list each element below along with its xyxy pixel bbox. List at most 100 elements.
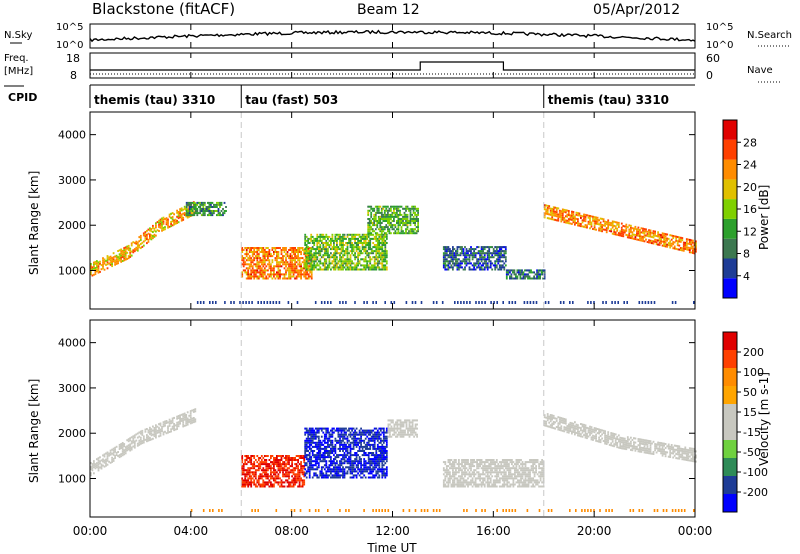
scatter-cell: [370, 266, 373, 269]
scatter-cell: [331, 443, 334, 446]
scatter-cell: [457, 301, 459, 304]
scatter-cell: [682, 245, 685, 248]
scatter-cell: [445, 260, 448, 263]
scatter-cell: [397, 205, 400, 208]
scatter-cell: [260, 455, 263, 457]
scatter-cell: [270, 481, 272, 484]
scatter-cell: [233, 301, 235, 304]
scatter-cell: [189, 422, 192, 425]
scatter-cell: [628, 228, 631, 231]
scatter-cell: [294, 479, 296, 482]
scatter-cell: [96, 260, 98, 263]
scatter-cell: [371, 207, 374, 210]
scatter-cell: [348, 439, 350, 442]
scatter-cell: [373, 237, 376, 240]
scatter-cell: [620, 222, 623, 225]
scatter-cell: [382, 215, 385, 218]
scatter-cell: [310, 237, 313, 240]
scatter-cell: [372, 460, 375, 463]
scatter-cell: [97, 463, 100, 466]
scatter-cell: [685, 246, 688, 249]
scatter-cell: [155, 430, 157, 433]
scatter-cell: [316, 429, 319, 432]
scatter-cell: [346, 258, 349, 261]
scatter-cell: [361, 464, 364, 467]
scatter-cell: [316, 452, 319, 454]
scatter-cell: [114, 261, 116, 264]
scatter-cell: [381, 260, 384, 263]
scatter-cell: [301, 257, 304, 260]
scatter-cell: [297, 459, 299, 461]
scatter-cell: [270, 269, 272, 272]
scatter-cell: [257, 275, 260, 278]
scatter-cell: [405, 218, 407, 220]
scatter-cell: [330, 239, 332, 242]
scatter-cell: [323, 250, 326, 253]
scatter-cell: [274, 277, 277, 280]
scatter-cell: [661, 240, 664, 243]
scatter-cell: [132, 249, 135, 252]
scatter-cell: [328, 439, 331, 442]
scatter-cell: [279, 273, 281, 276]
scatter-cell: [342, 248, 344, 251]
scatter-cell: [177, 213, 180, 215]
scatter-cell: [307, 431, 310, 434]
scatter-cell: [473, 248, 475, 251]
scatter-cell: [384, 474, 387, 477]
scatter-cell: [675, 247, 678, 250]
scatter-cell: [301, 469, 304, 472]
scatter-cell: [126, 247, 129, 250]
scatter-cell: [608, 223, 611, 226]
scatter-cell: [468, 258, 471, 261]
scatter-cell: [342, 233, 344, 236]
scatter-cell: [447, 266, 450, 269]
scatter-cell: [397, 209, 400, 212]
scatter-cell: [147, 431, 150, 434]
scatter-cell: [368, 224, 371, 227]
scatter-cell: [376, 226, 379, 229]
scatter-cell: [297, 251, 299, 253]
scatter-cell: [408, 421, 411, 424]
scatter-cell: [658, 241, 661, 244]
scatter-cell: [262, 249, 265, 251]
scatter-cell: [578, 222, 581, 225]
scatter-cell: [474, 256, 477, 259]
scatter-cell: [351, 460, 353, 463]
scatter-cell: [123, 259, 126, 262]
scatter-cell: [464, 254, 466, 257]
scatter-cell: [378, 431, 381, 434]
scatter-cell: [283, 261, 286, 264]
scatter-cell: [179, 422, 181, 425]
scatter-cell: [319, 427, 322, 430]
scatter-cell: [354, 258, 356, 261]
scatter-cell: [473, 262, 475, 265]
scatter-cell: [333, 454, 335, 457]
scatter-cell: [256, 267, 259, 270]
scatter-cell: [470, 246, 472, 249]
scatter-cell: [376, 250, 379, 253]
scatter-cell: [268, 485, 271, 488]
scatter-cell: [297, 259, 299, 262]
scatter-cell: [127, 444, 130, 447]
scatter-cell: [367, 244, 370, 246]
scatter-cell: [241, 469, 244, 472]
scatter-cell: [463, 301, 465, 304]
scatter-cell: [500, 250, 503, 253]
scatter-cell: [667, 244, 670, 247]
scatter-cell: [690, 247, 693, 250]
scatter-cell: [367, 235, 370, 238]
scatter-cell: [313, 450, 316, 452]
scatter-cell: [384, 431, 387, 434]
scatter-cell: [379, 246, 382, 249]
scatter-cell: [339, 264, 341, 267]
scatter-cell: [141, 440, 144, 443]
scatter-cell: [364, 268, 367, 271]
scatter-cell: [256, 257, 259, 260]
scatter-cell: [380, 209, 383, 212]
scatter-cell: [352, 262, 355, 265]
scatter-cell: [500, 268, 503, 271]
scatter-cell: [305, 239, 308, 242]
scatter-cell: [453, 258, 456, 261]
scatter-cell: [339, 237, 341, 240]
scatter-cell: [339, 429, 341, 432]
